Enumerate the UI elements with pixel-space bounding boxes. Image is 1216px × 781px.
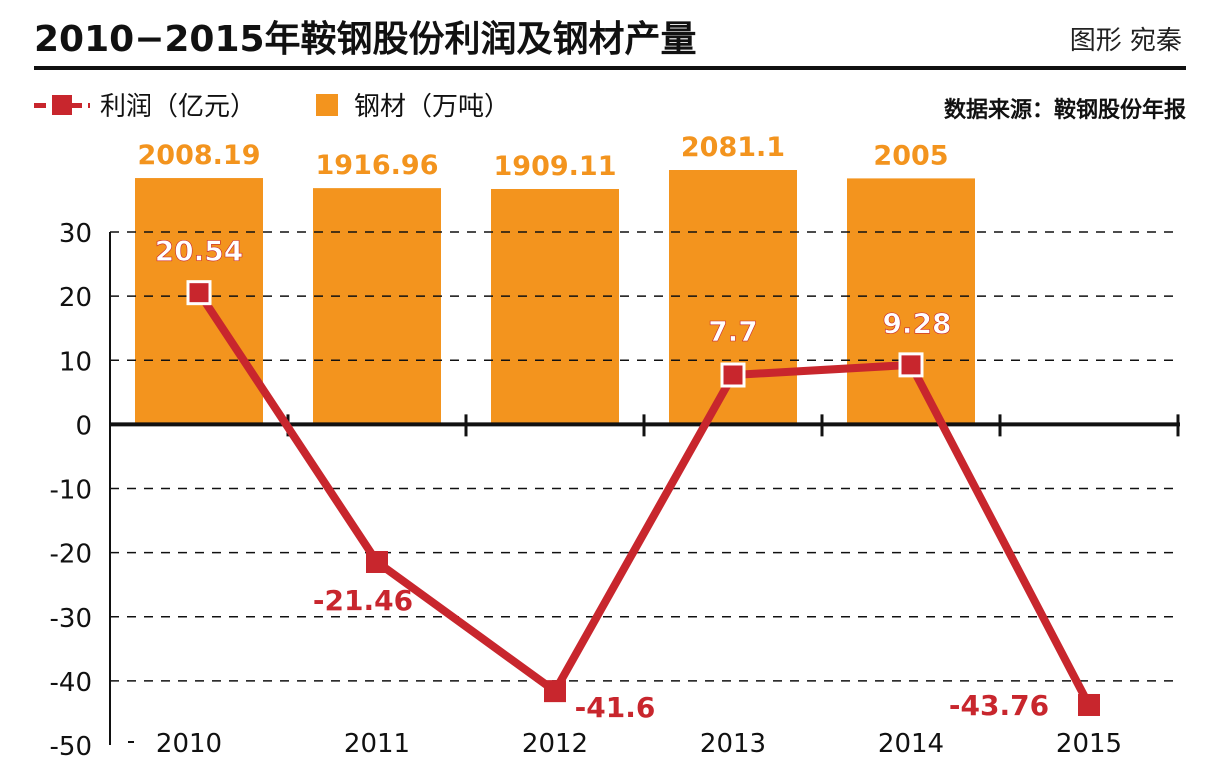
legend-bar-swatch-icon	[316, 93, 339, 116]
legend-steel-label: 钢材（万吨）	[354, 92, 511, 122]
y-tick-label: 10	[59, 347, 92, 377]
x-tick-label-2010: 2010	[156, 729, 222, 759]
profit-label-2011: -21.46	[313, 584, 413, 617]
y-tick-label: 0	[75, 411, 92, 441]
y-tick-label: 30	[59, 219, 92, 249]
profit-marker-2011	[366, 550, 388, 573]
legend-item-steel: 钢材（万吨）	[316, 86, 510, 123]
steel-bar-label-2013: 2081.1	[681, 132, 785, 163]
profit-marker-2015	[1078, 693, 1100, 716]
profit-marker-2014	[898, 352, 924, 378]
data-source: 数据来源：鞍钢股份年报	[943, 98, 1186, 123]
steel-bar-label-2011: 1916.96	[316, 150, 439, 181]
profit-marker-2012	[544, 680, 566, 703]
y-tick-label: -40	[50, 668, 92, 698]
x-tick-label-2013: 2013	[700, 729, 766, 759]
steel-bar-label-2014: 2005	[873, 140, 948, 171]
profit-marker-2013	[720, 362, 746, 388]
x-tick-label-2015: 2015	[1056, 729, 1122, 759]
profit-marker-2010	[186, 280, 212, 306]
y-tick-label: -20	[50, 540, 92, 570]
steel-bar-2014	[847, 178, 975, 425]
y-tick-label: -10	[50, 476, 92, 506]
legend: 利润（亿元） 钢材（万吨）	[34, 86, 570, 123]
profit-line	[195, 290, 1093, 707]
profit-label-2013: 7.7	[708, 315, 758, 348]
x-tick-label-2011: 2011	[344, 729, 410, 759]
profit-label-2014: 9.28	[882, 307, 951, 340]
legend-line-marker-icon	[34, 93, 90, 117]
graphic-credit: 图形 宛秦	[1069, 26, 1182, 56]
x-tick-label-2012: 2012	[522, 729, 588, 759]
legend-item-profit: 利润（亿元）	[34, 86, 256, 123]
chart-title: 2010−2015年鞍钢股份利润及钢材产量	[34, 19, 697, 60]
profit-label-2015: -43.76	[949, 689, 1049, 722]
steel-bar-label-2012: 1909.11	[494, 151, 617, 182]
x-tick-label-2014: 2014	[878, 729, 944, 759]
y-tick-label: 20	[59, 283, 92, 313]
y-tick-label: -50	[50, 732, 92, 762]
profit-label-2012: -41.6	[575, 691, 656, 724]
steel-bar-2011	[313, 188, 441, 425]
steel-bar-2012	[491, 188, 619, 425]
profit-label-2010: 20.54	[155, 235, 244, 268]
legend-profit-label: 利润（亿元）	[100, 92, 257, 122]
title-rule	[34, 66, 1186, 70]
steel-bar-label-2010: 2008.19	[138, 140, 261, 171]
y-tick-label: -30	[50, 604, 92, 634]
